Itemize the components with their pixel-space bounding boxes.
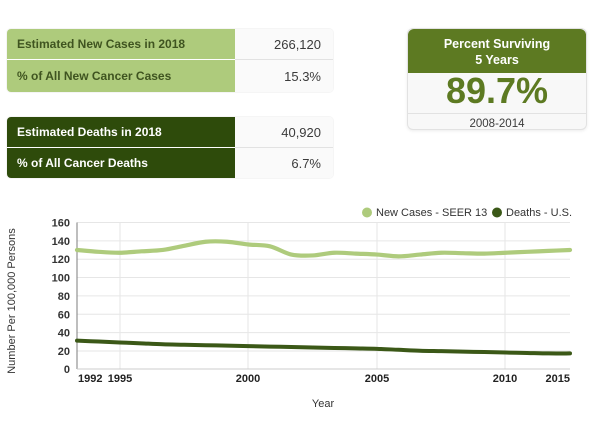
svg-text:20: 20	[58, 346, 70, 358]
svg-text:2015: 2015	[546, 373, 570, 385]
svg-text:120: 120	[52, 254, 70, 266]
svg-text:100: 100	[52, 273, 70, 285]
svg-text:140: 140	[52, 236, 70, 248]
svg-text:160: 160	[52, 218, 70, 230]
svg-text:40: 40	[58, 328, 70, 340]
svg-text:New Cases - SEER 13: New Cases - SEER 13	[376, 207, 487, 219]
svg-text:Year: Year	[312, 398, 335, 410]
svg-text:2000: 2000	[236, 373, 260, 385]
svg-text:0: 0	[64, 364, 70, 376]
svg-text:2010: 2010	[493, 373, 517, 385]
svg-text:80: 80	[58, 291, 70, 303]
svg-text:1995: 1995	[108, 373, 132, 385]
svg-text:60: 60	[58, 309, 70, 321]
svg-text:Deaths - U.S.: Deaths - U.S.	[506, 207, 572, 219]
svg-text:1992: 1992	[78, 373, 102, 385]
svg-text:2005: 2005	[365, 373, 389, 385]
